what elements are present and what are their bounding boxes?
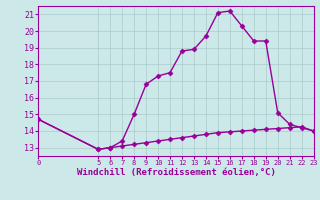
X-axis label: Windchill (Refroidissement éolien,°C): Windchill (Refroidissement éolien,°C) (76, 168, 276, 177)
